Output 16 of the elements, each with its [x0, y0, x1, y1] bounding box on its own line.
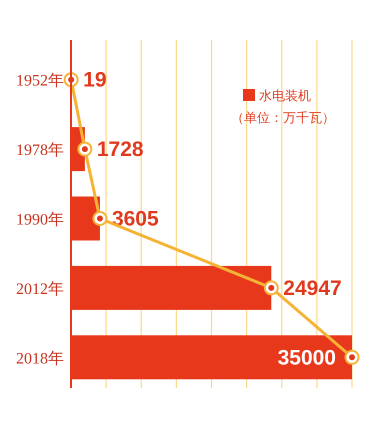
bar: 3605 — [71, 196, 159, 240]
annotation: （单位：万千瓦） — [231, 110, 335, 125]
bar: 19 — [71, 58, 106, 102]
y-tick-label: 1990年 — [16, 212, 64, 228]
y-tick-label: 2018年 — [16, 350, 64, 368]
data-label: 35000 — [278, 346, 336, 370]
bar: 24947 — [71, 266, 342, 310]
data-label: 1728 — [96, 138, 144, 162]
bar: 35000 — [71, 335, 352, 380]
data-label: 19 — [83, 68, 107, 92]
legend-label: 水电装机 — [259, 88, 311, 103]
y-tick-label: 1978年 — [16, 142, 64, 160]
data-label: 24947 — [283, 276, 342, 300]
data-label: 3605 — [112, 208, 159, 230]
y-tick-label: 1952年 — [16, 72, 64, 90]
y-tick-label: 2012年 — [16, 280, 64, 298]
